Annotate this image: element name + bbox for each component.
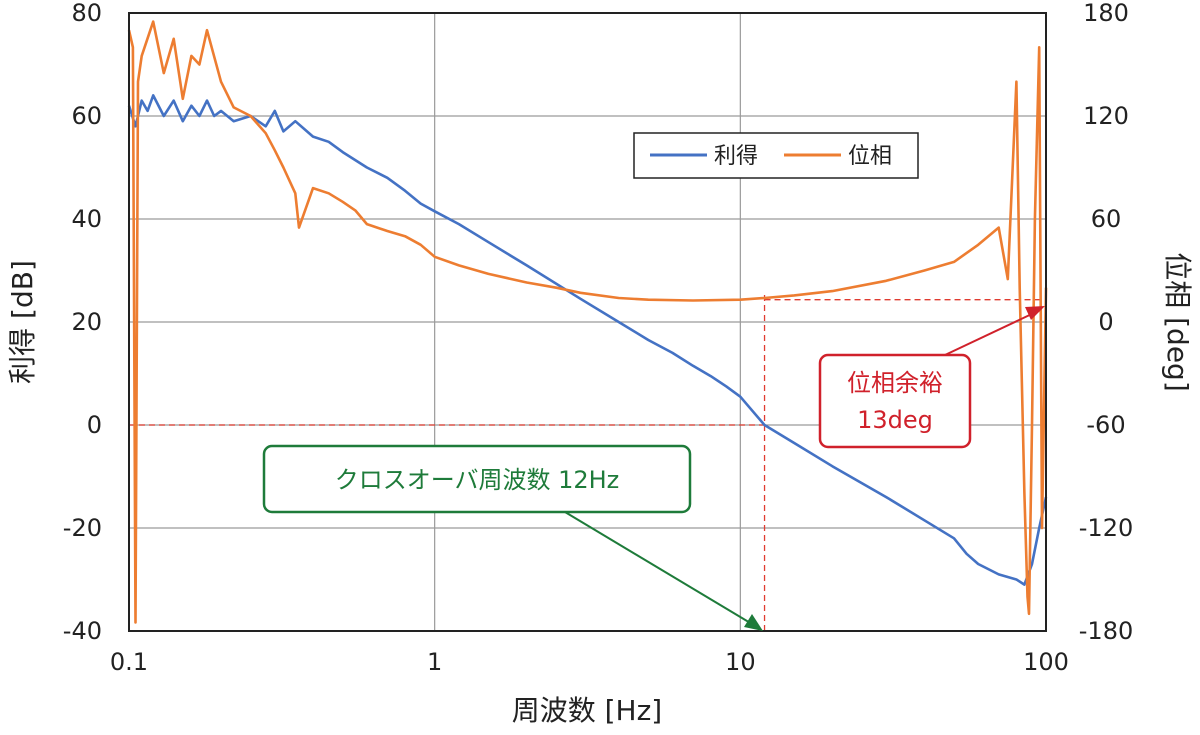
legend-label-gain: 利得 — [714, 144, 758, 169]
crossover-label: クロスオーバ周波数 12Hz — [335, 466, 620, 494]
y2-axis-title: 位相 [deg] — [1161, 252, 1194, 392]
y2-tick-label: -120 — [1079, 514, 1133, 542]
y2-tick-label: 60 — [1091, 205, 1122, 233]
y-tick-label: 80 — [71, 0, 102, 27]
phase-margin-box — [818, 353, 972, 449]
series-line-phase — [127, 20, 1048, 624]
y-tick-label: 60 — [71, 102, 102, 130]
y-tick-label: -20 — [63, 514, 102, 542]
y2-tick-label: 0 — [1098, 308, 1113, 336]
y2-tick-label: -180 — [1079, 617, 1133, 645]
crossover-box — [262, 444, 692, 514]
y-tick-label: 20 — [71, 308, 102, 336]
reference-lines — [129, 291, 1046, 631]
phase-margin-arrow — [944, 311, 1037, 356]
y2-tick-label: 120 — [1083, 102, 1129, 130]
legend: 利得 位相 — [633, 132, 919, 179]
x-axis-title: 周波数 [Hz] — [512, 694, 663, 727]
y-axis-title: 利得 [dB] — [6, 260, 39, 384]
x-tick-label: 1 — [427, 648, 442, 676]
x-tick-label: 10 — [725, 648, 756, 676]
plot-frame — [128, 12, 1047, 632]
y2-tick-labels: 180 120 60 0 -60 -120 -180 — [1079, 0, 1133, 645]
y2-tick-label: 180 — [1083, 0, 1129, 27]
series-line-gain — [127, 94, 1048, 586]
x-tick-label: 100 — [1023, 648, 1069, 676]
x-tick-label: 0.1 — [110, 648, 148, 676]
crossover-annotation: クロスオーバ周波数 12Hz — [262, 444, 763, 631]
phase-margin-label-line1: 位相余裕 — [847, 369, 943, 397]
series-group — [127, 20, 1048, 624]
crossover-arrow — [564, 511, 753, 625]
y-tick-label: 40 — [71, 205, 102, 233]
crossover-arrowhead — [744, 614, 763, 631]
legend-box — [633, 132, 919, 179]
y-tick-labels: 80 60 40 20 0 -20 -40 — [63, 0, 102, 645]
y2-tick-label: -60 — [1086, 411, 1125, 439]
y-tick-label: 0 — [87, 411, 102, 439]
phase-margin-arrowhead — [1025, 306, 1045, 320]
phase-margin-annotation: 位相余裕 13deg — [818, 306, 1045, 449]
y-tick-label: -40 — [63, 617, 102, 645]
phase-margin-label-line2: 13deg — [857, 406, 933, 434]
x-tick-labels: 0.1 1 10 100 — [110, 648, 1069, 676]
legend-label-phase: 位相 — [848, 144, 892, 169]
